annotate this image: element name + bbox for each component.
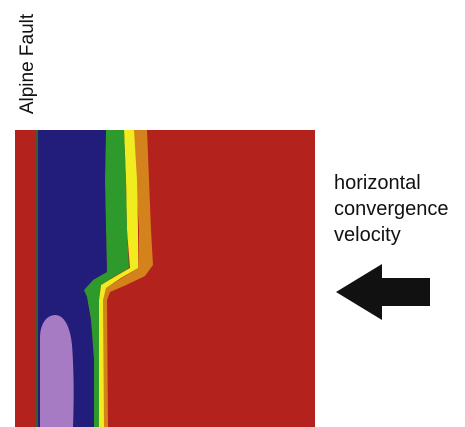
green-band <box>84 130 129 427</box>
purple-core <box>40 315 74 427</box>
annotation-line-2: convergence <box>334 198 449 220</box>
orange-band <box>102 130 153 427</box>
fault-boundary-line <box>35 130 38 427</box>
yellow-band <box>99 130 138 427</box>
annotation-line-1: horizontal <box>334 172 421 194</box>
arrow-left-icon <box>336 264 430 320</box>
convergence-annotation: horizontal convergence velocity <box>334 170 449 248</box>
annotation-line-3: velocity <box>334 224 401 246</box>
